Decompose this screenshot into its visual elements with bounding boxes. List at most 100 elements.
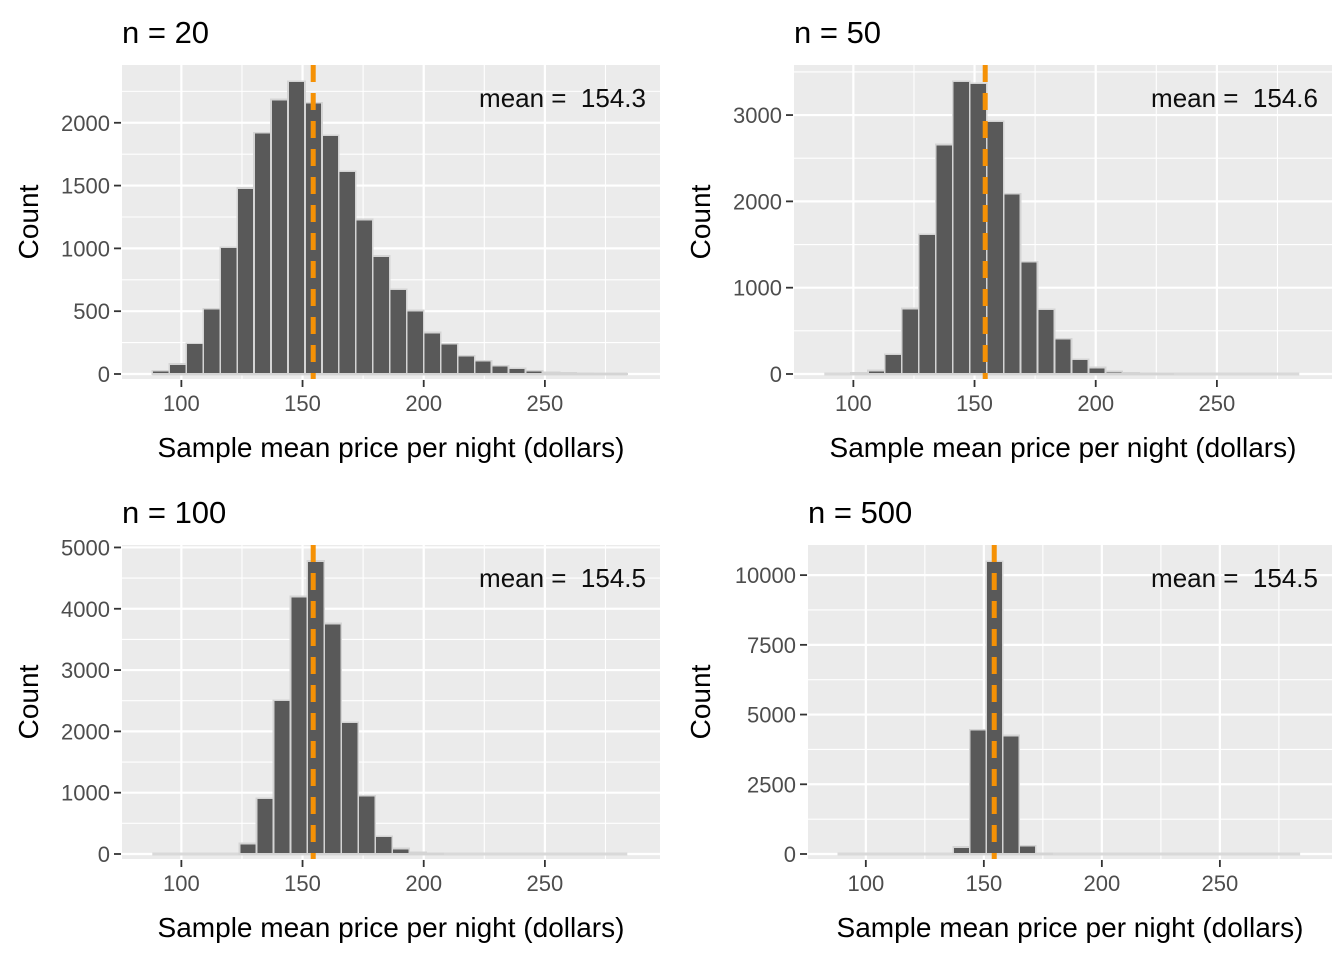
histogram-bar (524, 370, 544, 375)
x-tick-label: 150 (965, 871, 1002, 896)
histogram-bar (900, 307, 920, 375)
histogram-bar (236, 187, 255, 375)
histogram-bar (323, 622, 343, 855)
x-tick-label: 200 (405, 871, 442, 896)
x-tick-label: 200 (405, 391, 442, 416)
y-axis-title: Count (13, 184, 44, 259)
histogram-bar (1087, 366, 1107, 375)
histogram-svg-n=50: 100 150 200 250 0 1000 2000 3000 n = 50 mean = 15… (685, 15, 1332, 463)
histogram-bar (1053, 337, 1073, 375)
histogram-bar (255, 797, 275, 855)
y-tick-label: 2000 (61, 111, 110, 136)
x-tick-label: 150 (284, 391, 321, 416)
x-tick-label: 150 (956, 391, 993, 416)
y-tick-label: 1500 (61, 174, 110, 199)
histogram-bar (289, 595, 309, 855)
histogram-bar (558, 372, 578, 375)
y-tick-label: 2000 (61, 719, 110, 744)
histogram-bar (219, 246, 238, 375)
histogram-bar (338, 170, 357, 375)
x-tick-label: 100 (163, 391, 200, 416)
x-tick-label: 250 (527, 871, 564, 896)
y-tick-label: 2000 (733, 189, 782, 214)
histogram-bar (151, 370, 171, 375)
x-tick-label: 250 (527, 391, 564, 416)
panel-title: n = 50 (794, 15, 881, 50)
histogram-bar (541, 371, 561, 375)
histogram-bar (185, 342, 205, 375)
y-tick-label: 3000 (61, 658, 110, 683)
histogram-bar (1121, 372, 1141, 375)
histogram-bar (374, 835, 394, 855)
y-tick-label: 5000 (747, 703, 796, 728)
histogram-bar (238, 842, 258, 855)
histogram-bar (1034, 852, 1054, 855)
y-tick-label: 1000 (733, 276, 782, 301)
histogram-svg-n=20: 100 150 200 250 0 500 1000 1500 2000 n = 20 mean =… (13, 15, 660, 463)
y-tick-label: 0 (98, 362, 110, 387)
y-tick-label: 7500 (747, 633, 796, 658)
histogram-bar (272, 699, 292, 855)
plot-panel (808, 545, 1332, 859)
histogram-bar (355, 218, 374, 375)
x-tick-label: 100 (835, 391, 872, 416)
histogram-bar (287, 80, 306, 375)
histogram-bar (405, 309, 425, 375)
x-axis-title: Sample mean price per night (dollars) (158, 432, 625, 463)
histogram-bar (1001, 734, 1021, 855)
y-tick-label: 1000 (61, 781, 110, 806)
histogram-bar (408, 851, 427, 855)
x-tick-label: 250 (1202, 871, 1239, 896)
y-tick-label: 1000 (61, 236, 110, 261)
y-tick-label: 0 (770, 362, 782, 387)
zero-count-baseline (837, 852, 1301, 856)
y-tick-label: 10000 (735, 563, 796, 588)
histogram-bar (917, 233, 937, 375)
histogram-bar (951, 80, 971, 375)
histogram-bar (422, 331, 442, 375)
histogram-bar (1018, 844, 1037, 855)
histogram-panel-n-50: 100 150 200 250 0 1000 2000 3000 n = 50 mean = 15… (672, 0, 1344, 480)
y-tick-label: 2500 (747, 772, 796, 797)
x-axis-title: Sample mean price per night (dollars) (837, 912, 1304, 943)
histogram-bar (575, 372, 595, 375)
histogram-bar (168, 363, 188, 375)
mean-annotation: mean = 154.3 (479, 83, 646, 113)
histogram-bar (884, 353, 903, 375)
histogram-panel-n-100: 100 150 200 250 0 1000 2000 3000 4000 5000 n = 100… (0, 480, 672, 960)
histogram-bar (850, 371, 869, 375)
mean-annotation: mean = 154.6 (1151, 83, 1318, 113)
x-tick-label: 200 (1077, 391, 1114, 416)
x-tick-label: 250 (1199, 391, 1236, 416)
y-tick-label: 3000 (733, 103, 782, 128)
histogram-bar (202, 307, 221, 375)
histogram-bar (1002, 192, 1022, 375)
mean-annotation: mean = 154.5 (1151, 563, 1318, 593)
histogram-bar (490, 364, 510, 375)
histogram-bar (391, 847, 411, 855)
histogram-bar (253, 131, 272, 375)
x-axis-title: Sample mean price per night (dollars) (158, 912, 625, 943)
y-tick-label: 500 (73, 299, 110, 324)
plot-panel (794, 65, 1332, 379)
histogram-bar (371, 255, 391, 375)
x-axis-title: Sample mean price per night (dollars) (830, 432, 1297, 463)
histogram-bar (985, 120, 1005, 375)
panel-title: n = 500 (808, 495, 912, 530)
y-axis-title: Count (13, 664, 44, 739)
panel-title: n = 100 (122, 495, 226, 530)
panel-title: n = 20 (122, 15, 209, 50)
x-tick-label: 200 (1084, 871, 1121, 896)
histogram-bar (357, 794, 377, 855)
histogram-svg-n=100: 100 150 200 250 0 1000 2000 3000 4000 5000 n = 100… (13, 495, 660, 943)
y-axis-title: Count (685, 664, 716, 739)
histogram-bar (473, 359, 493, 375)
y-tick-label: 0 (98, 842, 110, 867)
histogram-bar (968, 729, 988, 855)
histogram-bar (321, 134, 340, 375)
histogram-bar (934, 143, 954, 375)
histogram-bar (952, 846, 971, 855)
histogram-bar (1070, 358, 1090, 375)
